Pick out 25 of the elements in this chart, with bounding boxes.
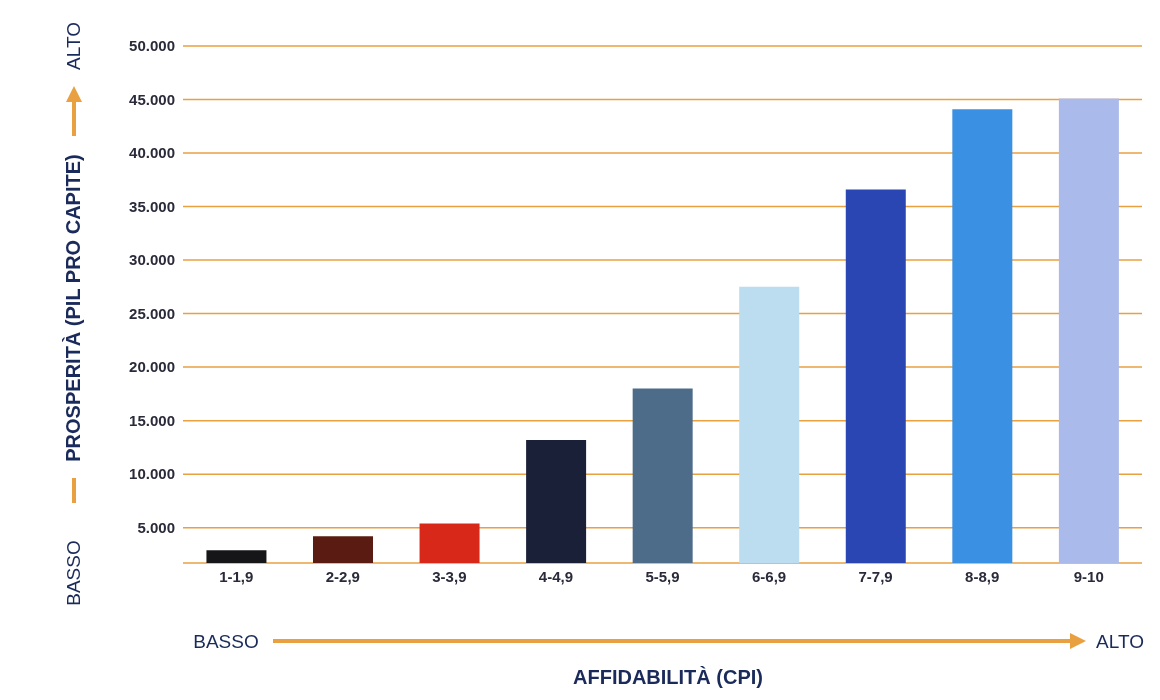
y-tick-label: 35.000	[129, 197, 175, 215]
y-axis-title: PROSPERITÀ (PIL PRO CAPITE)	[62, 154, 84, 462]
x-tick-label: 6-6,9	[751, 567, 787, 585]
x-tick-label: 1-1,9	[219, 567, 254, 585]
x-tick-label: 3-3,9	[432, 567, 467, 585]
text: ALTO	[63, 22, 84, 70]
text: ALTO	[1096, 631, 1144, 652]
y-tick-label: 45.000	[129, 90, 175, 108]
y-tick-label: 5.000	[137, 519, 175, 536]
text: BASSO	[63, 540, 84, 606]
x-tick-label: 8-8,9	[965, 567, 1000, 585]
x-tick-label: 4-4,9	[538, 567, 574, 585]
x-tick-label: 2-2,9	[325, 567, 360, 585]
x-axis-title: AFFIDABILITÀ (CPI)	[573, 666, 763, 688]
y-tick-label: 25.000	[129, 304, 175, 322]
y-tick-label: 50.000	[129, 37, 175, 55]
y-tick-label: 30.000	[129, 251, 175, 269]
y-tick-label: 40.000	[129, 144, 175, 162]
y-tick-label: 10.000	[129, 465, 175, 483]
x-tick-label: 7-7,9	[858, 567, 893, 585]
x-tick-label: 5-5,9	[645, 567, 680, 585]
y-tick-label: 15.000	[129, 411, 175, 429]
y-tick-label: 20.000	[129, 358, 175, 376]
x-tick-label: 9-10	[1073, 567, 1104, 585]
text: BASSO	[193, 631, 259, 652]
